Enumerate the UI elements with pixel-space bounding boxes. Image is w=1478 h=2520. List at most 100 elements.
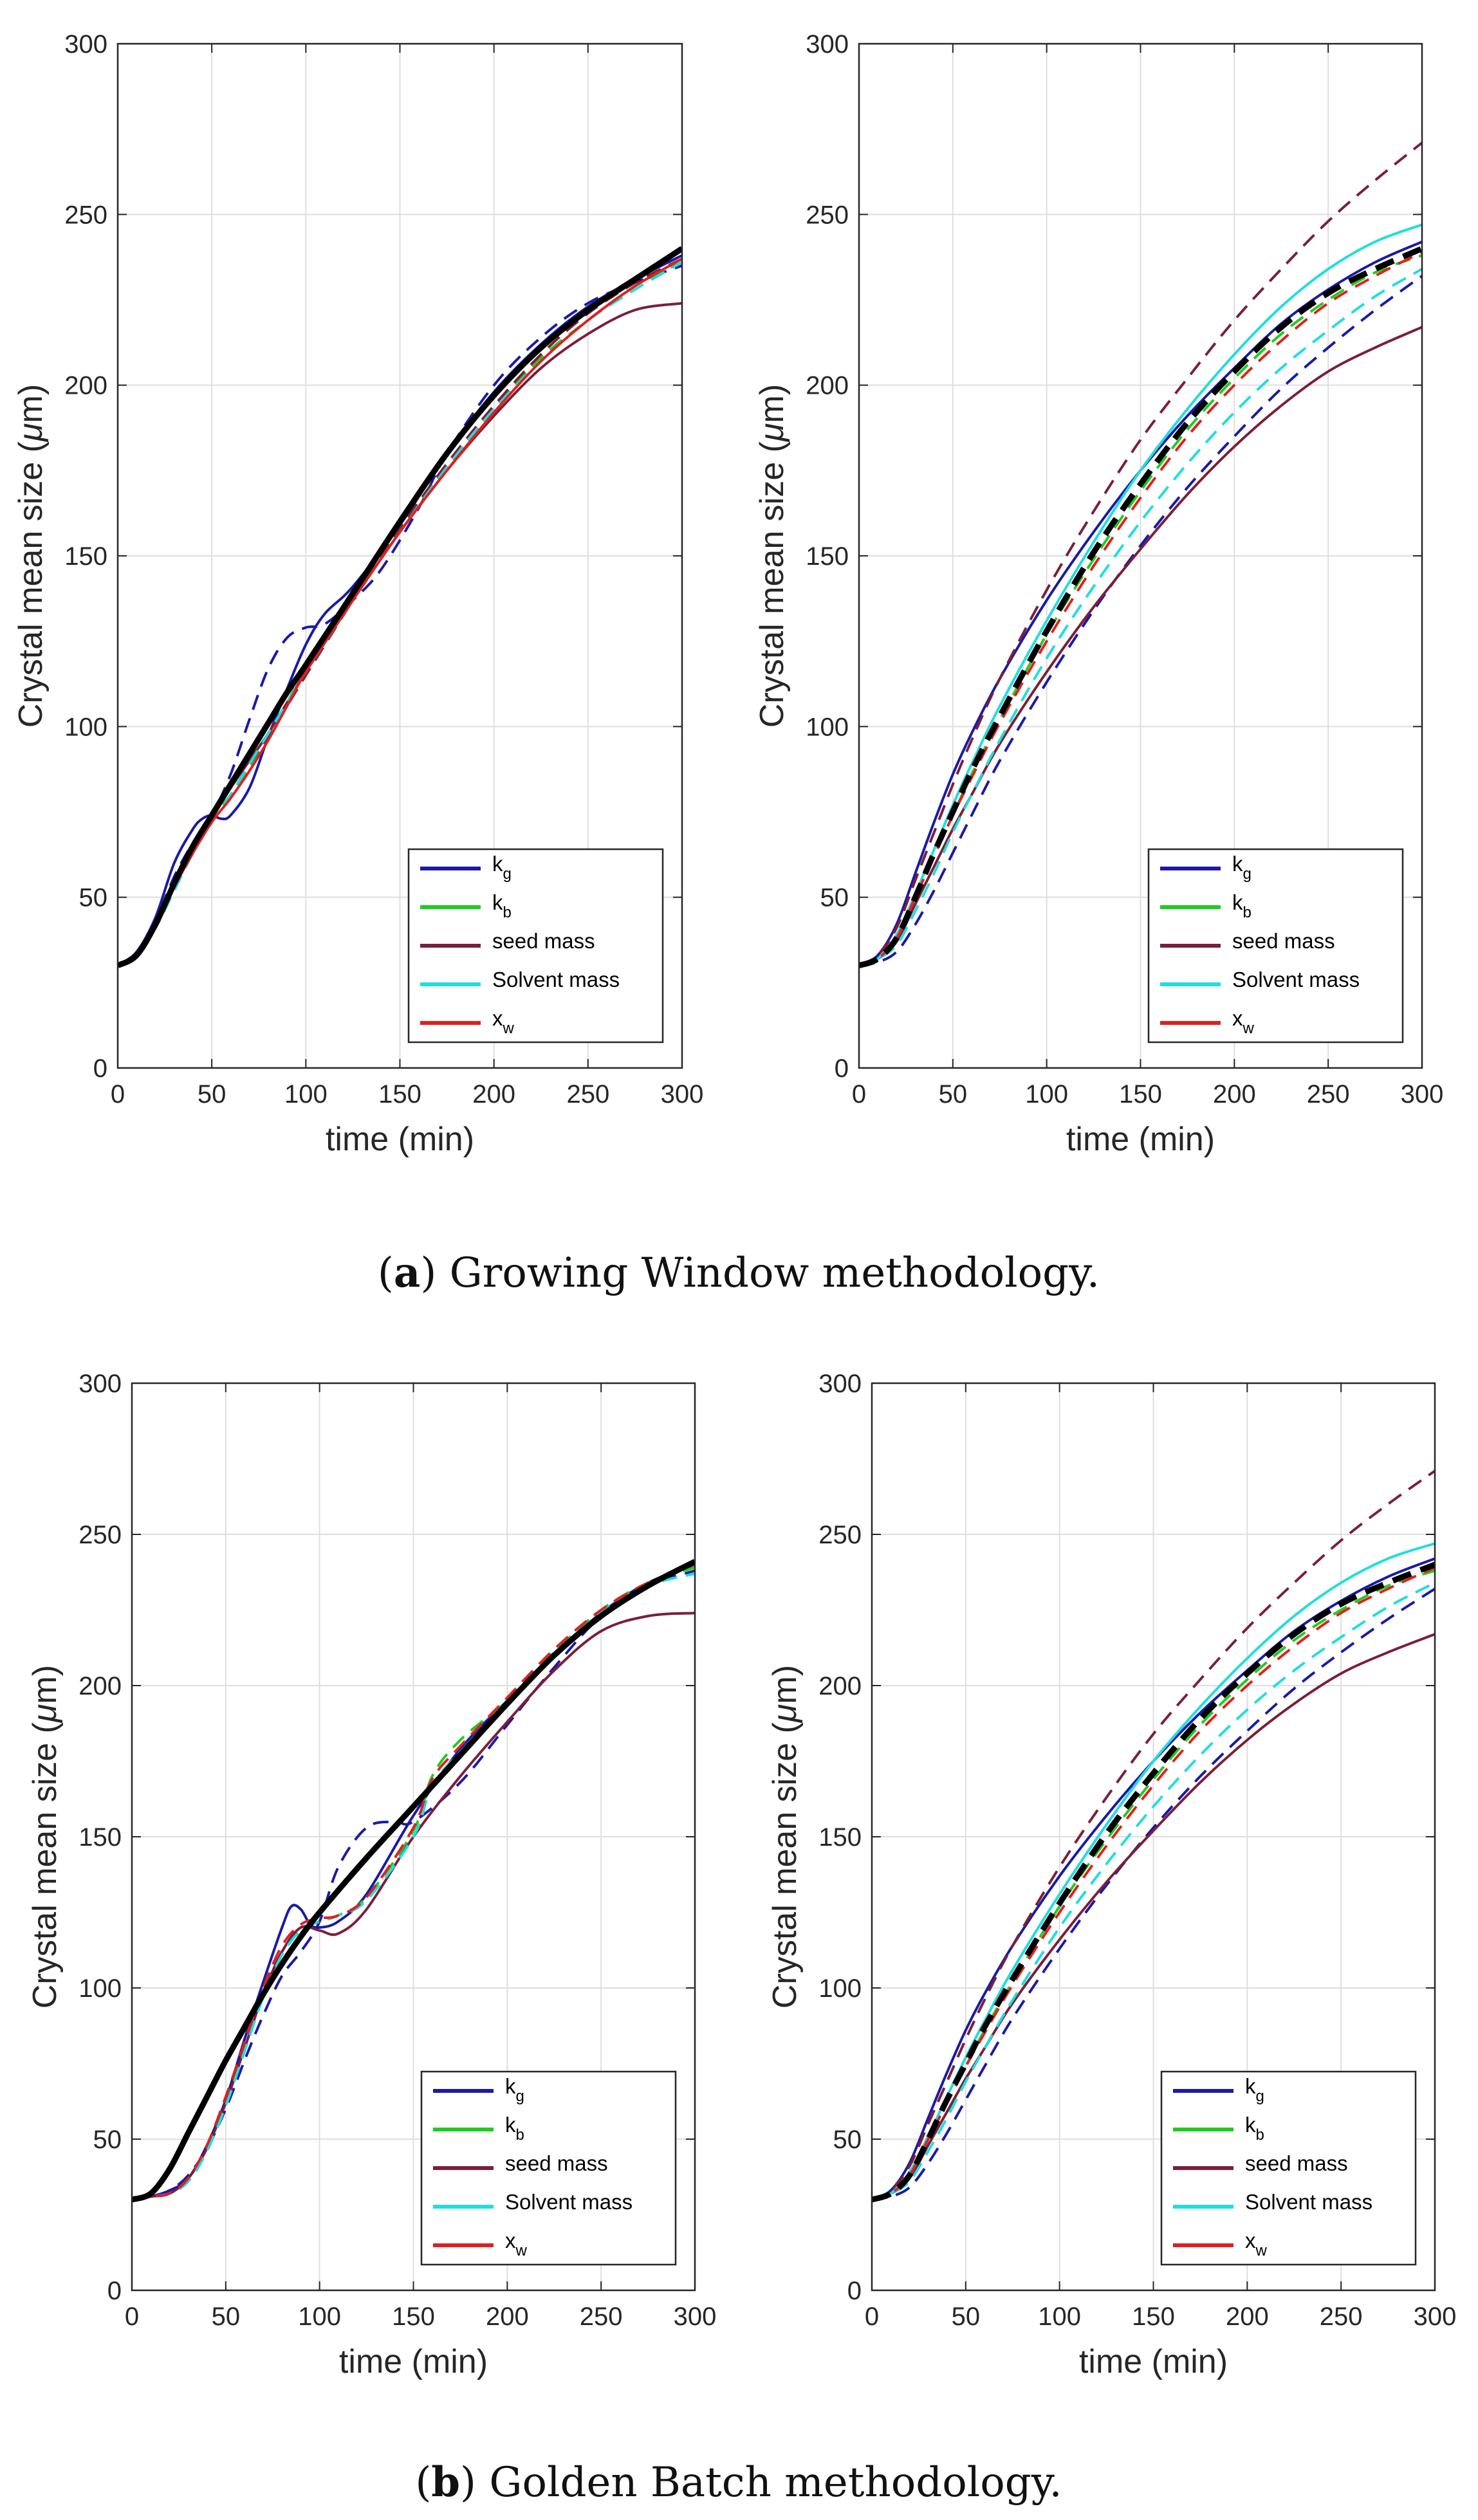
- y-tick-label: 250: [64, 201, 107, 229]
- y-tick-label: 50: [93, 2126, 122, 2154]
- legend-label-xw: xw: [1245, 2229, 1268, 2259]
- y-tick-label: 0: [93, 1054, 107, 1083]
- legend-label-xw: xw: [505, 2229, 528, 2259]
- series-line-seed-mass: [872, 1633, 1435, 2201]
- y-axis-label: Crystal mean size (μm): [766, 1665, 804, 2009]
- series-line-xw: [859, 250, 1422, 967]
- x-tick-label: 0: [852, 1080, 866, 1108]
- legend-label-kb: kb: [1232, 890, 1252, 921]
- y-tick-label: 250: [806, 201, 849, 229]
- x-axis-label: time (min): [1066, 1121, 1215, 1158]
- x-tick-label: 100: [1038, 2303, 1081, 2331]
- y-tick-label: 150: [806, 542, 849, 571]
- series-line-seed-mass-dashed-: [872, 1469, 1435, 2201]
- legend-label-kg: kg: [1245, 2074, 1264, 2105]
- legend-label-seed: seed mass: [492, 929, 595, 953]
- legend-label-kb: kb: [1245, 2113, 1264, 2144]
- x-tick-label: 250: [580, 2303, 623, 2331]
- series-line-kg: [872, 1557, 1435, 2201]
- y-tick-label: 200: [818, 1672, 862, 1700]
- x-axis-label: time (min): [326, 1121, 474, 1158]
- series-line-seed-mass: [859, 326, 1422, 967]
- series-line-kg: [859, 240, 1422, 967]
- y-tick-label: 50: [820, 884, 849, 912]
- y-tick-label: 0: [107, 2277, 122, 2305]
- legend-label-seed: seed mass: [1232, 929, 1335, 953]
- legend-label-seed: seed mass: [505, 2151, 608, 2175]
- y-tick-label: 300: [818, 1370, 862, 1398]
- chart-a-left: 0 50 100 150 200 250 300 0 50 100 150 200 250 300 time…: [12, 30, 703, 1158]
- x-tick-label: 0: [111, 1080, 125, 1108]
- y-tick-label: 300: [64, 30, 107, 59]
- x-tick-label: 50: [198, 1080, 226, 1108]
- y-tick-label: 250: [818, 1521, 862, 1549]
- x-tick-label: 200: [486, 2303, 529, 2331]
- legend-label-solvent: Solvent mass: [1245, 2190, 1372, 2214]
- y-tick-label: 200: [79, 1672, 122, 1700]
- series-line-xw: [872, 1566, 1435, 2201]
- x-tick-label: 150: [378, 1080, 421, 1108]
- x-tick-label: 200: [1213, 1080, 1256, 1108]
- legend-label-solvent: Solvent mass: [1232, 968, 1360, 991]
- series-line-solvent-mass-dashed-: [859, 268, 1422, 967]
- x-tick-label: 300: [674, 2303, 717, 2331]
- x-tick-label: 0: [865, 2303, 879, 2331]
- legend: kg kb seed mass Solvent mass xw: [1160, 2070, 1417, 2266]
- y-tick-label: 100: [818, 1974, 862, 2003]
- series-line-kg-dashed-: [859, 275, 1422, 967]
- y-tick-label: 200: [64, 372, 107, 400]
- legend: kg kb seed mass Solvent mass xw: [420, 2070, 677, 2266]
- x-tick-label: 50: [212, 2303, 241, 2331]
- y-axis-label: Crystal mean size (μm): [26, 1665, 64, 2009]
- x-tick-label: 150: [1132, 2303, 1175, 2331]
- x-tick-label: 150: [1119, 1080, 1162, 1108]
- y-tick-label: 100: [806, 713, 849, 741]
- x-axis-label: time (min): [1079, 2343, 1228, 2380]
- y-tick-label: 300: [79, 1370, 122, 1398]
- x-tick-label: 100: [1025, 1080, 1068, 1108]
- y-axis-label: Crystal mean size (μm): [753, 384, 791, 728]
- y-tick-label: 100: [79, 1974, 122, 2003]
- caption-a: (a) Growing Window methodology.: [378, 1249, 1100, 1297]
- legend: kg kb seed mass Solvent mass xw: [1147, 848, 1404, 1044]
- y-tick-label: 0: [847, 2277, 862, 2305]
- legend-label-kb: kb: [505, 2113, 524, 2144]
- x-tick-label: 50: [952, 2303, 981, 2331]
- x-tick-label: 200: [1226, 2303, 1269, 2331]
- x-tick-label: 300: [661, 1080, 704, 1108]
- series-line-reference: [872, 1561, 1435, 2203]
- y-tick-label: 150: [64, 542, 107, 571]
- legend-label-kg: kg: [505, 2074, 524, 2105]
- series-line-reference: [859, 246, 1422, 969]
- x-tick-label: 250: [1307, 1080, 1350, 1108]
- x-axis-label: time (min): [339, 2343, 488, 2380]
- x-tick-label: 100: [284, 1080, 328, 1108]
- legend-label-kb: kb: [492, 890, 512, 921]
- series-line-reference: [118, 246, 682, 968]
- y-tick-label: 150: [79, 1823, 122, 1852]
- x-tick-label: 250: [1320, 2303, 1363, 2331]
- y-tick-label: 50: [833, 2126, 862, 2154]
- x-tick-label: 50: [939, 1080, 968, 1108]
- y-tick-label: 300: [806, 30, 849, 59]
- x-tick-label: 300: [1414, 2303, 1457, 2331]
- legend-label-kg: kg: [1232, 852, 1252, 883]
- y-tick-label: 200: [806, 372, 849, 400]
- x-tick-label: 100: [298, 2303, 341, 2331]
- x-tick-label: 300: [1401, 1080, 1444, 1108]
- series-group: [872, 1469, 1435, 2203]
- legend-label-solvent: Solvent mass: [492, 968, 620, 991]
- y-tick-label: 150: [818, 1823, 862, 1852]
- legend-label-xw: xw: [1232, 1006, 1255, 1037]
- series-line-seed-mass-dashed-: [859, 142, 1422, 967]
- x-tick-label: 200: [472, 1080, 515, 1108]
- series-line-kg-dashed-: [872, 1587, 1435, 2201]
- series-group: [859, 142, 1422, 969]
- x-tick-label: 150: [392, 2303, 435, 2331]
- y-tick-label: 50: [79, 884, 108, 912]
- x-tick-label: 250: [566, 1080, 609, 1108]
- y-tick-label: 250: [79, 1521, 122, 1549]
- chart-b-left: 0 50 100 150 200 250 300 0 50 100 150 200 250 300 time…: [26, 1370, 716, 2380]
- y-tick-label: 0: [835, 1054, 849, 1083]
